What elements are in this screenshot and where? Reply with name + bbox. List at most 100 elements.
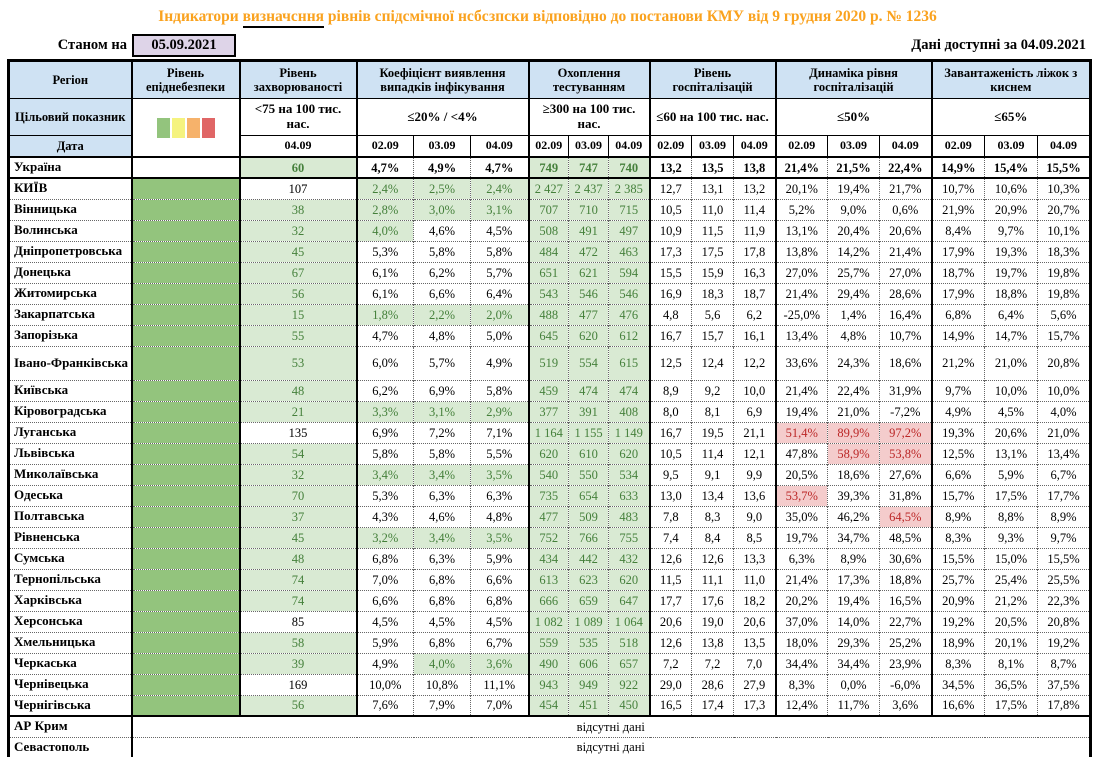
dynamics-cell: 18,8% — [879, 568, 932, 590]
hospitalization-cell: 11,0 — [691, 198, 734, 220]
testing-cell: 620 — [607, 568, 650, 590]
oxygen-beds-cell: 34,5% — [930, 673, 985, 695]
hospitalization-cell: 7,2 — [691, 652, 734, 674]
morbidity-cell: 21 — [238, 400, 357, 422]
testing-cell: 651 — [527, 261, 569, 283]
detection-coef-cell: 6,9% — [413, 379, 471, 401]
dynamics-cell: 46,2% — [827, 505, 880, 527]
detection-coef-cell: 3,1% — [413, 400, 471, 422]
oxygen-beds-cell: 8,7% — [1037, 652, 1091, 674]
hospitalization-cell: 7,4 — [648, 526, 692, 548]
column-header-hospitalization: Рівень госпіталізацій — [648, 60, 777, 99]
table-row: Івано-Франківська 53 6,0% 5,7% 4,9% 519 554 615… — [8, 345, 1091, 380]
detection-coef-cell: 4,8% — [413, 324, 471, 346]
morbidity-cell: 37 — [238, 505, 357, 527]
danger-level-cell — [130, 261, 240, 283]
detection-coef-cell: 6,8% — [413, 568, 471, 590]
testing-cell: 735 — [527, 484, 569, 506]
hospitalization-cell: 16,3 — [733, 261, 776, 283]
morbidity-cell: 56 — [238, 282, 357, 304]
hospitalization-cell: 28,6 — [691, 673, 734, 695]
column-header-morbidity: Рівень захворюваності — [238, 60, 357, 99]
data-available-label: Дані доступні за — [911, 36, 1018, 53]
region-name-cell: Харківська — [8, 589, 132, 611]
column-header-danger-level: Рівень епіднебезпеки — [130, 60, 240, 99]
title-underlined-word: визначсння — [242, 8, 325, 28]
hospitalization-cell: 17,4 — [691, 694, 734, 716]
morbidity-cell: 107 — [238, 177, 357, 199]
dynamics-cell: 20,5% — [774, 463, 828, 485]
date-cell: 02.09 — [648, 135, 693, 158]
testing-cell: 546 — [607, 282, 650, 304]
detection-coef-cell: 6,8% — [470, 589, 529, 611]
oxygen-beds-cell: 19,8% — [1037, 282, 1091, 304]
oxygen-beds-cell: 5,9% — [984, 463, 1038, 485]
hospitalization-cell: 11,5 — [691, 219, 734, 241]
dynamics-cell: 3,6% — [879, 694, 932, 716]
testing-cell: 610 — [568, 442, 609, 464]
dynamics-cell: 27,0% — [774, 261, 828, 283]
column-header-testing: Охоплення тестуванням — [527, 60, 651, 99]
morbidity-cell: 53 — [238, 345, 357, 380]
hospitalization-cell: 11,4 — [691, 442, 734, 464]
dynamics-cell: 13,4% — [774, 324, 828, 346]
dynamics-cell: 25,2% — [879, 631, 932, 653]
detection-coef-cell: 5,7% — [413, 345, 471, 380]
oxygen-beds-cell: 10,7% — [930, 177, 985, 199]
testing-cell: 434 — [527, 547, 569, 569]
hospitalization-cell: 12,6 — [691, 547, 734, 569]
danger-level-cell — [130, 694, 240, 716]
hospitalization-cell: 15,7 — [691, 324, 734, 346]
oxygen-beds-cell: 13,1% — [984, 442, 1038, 464]
dynamics-cell: 23,9% — [879, 652, 932, 674]
testing-cell: 554 — [568, 345, 609, 380]
target-beds: ≤65% — [930, 98, 1092, 136]
dynamics-cell: 6,3% — [774, 547, 828, 569]
dynamics-cell: 53,7% — [774, 484, 828, 506]
testing-cell: 620 — [527, 442, 569, 464]
detection-coef-cell: 6,1% — [355, 282, 414, 304]
dynamics-cell: 10,7% — [879, 324, 932, 346]
testing-cell: 949 — [568, 673, 609, 695]
table-row: Закарпатська 15 1,8% 2,2% 2,0% 488 477 476 4,8 5,… — [8, 303, 1091, 325]
region-name-cell: Рівненська — [8, 526, 132, 548]
testing-cell: 1 089 — [568, 610, 609, 632]
dynamics-cell: 31,8% — [879, 484, 932, 506]
detection-coef-cell: 7,9% — [413, 694, 471, 716]
detection-coef-cell: 4,5% — [413, 610, 471, 632]
oxygen-beds-cell: 13,4% — [1037, 442, 1091, 464]
detection-coef-cell: 6,4% — [470, 282, 529, 304]
testing-cell: 620 — [568, 324, 609, 346]
dynamics-cell: 29,3% — [827, 631, 880, 653]
testing-cell: 755 — [607, 526, 650, 548]
hospitalization-cell: 12,4 — [691, 345, 734, 380]
danger-level-cell — [130, 282, 240, 304]
oxygen-beds-cell: 25,4% — [984, 568, 1038, 590]
hospitalization-cell: 13,2 — [733, 177, 776, 199]
dynamics-cell: 58,9% — [827, 442, 880, 464]
detection-coef-cell: 5,8% — [470, 379, 529, 401]
danger-level-cell — [130, 526, 240, 548]
table-row: Рівненська 45 3,2% 3,4% 3,5% 752 766 755 7,4 8,4 8… — [8, 526, 1091, 548]
detection-coef-cell: 11,1% — [470, 673, 529, 695]
testing-cell: 647 — [607, 589, 650, 611]
region-name-cell: Миколаївська — [8, 463, 132, 485]
hospitalization-cell: 13,1 — [691, 177, 734, 199]
dynamics-cell: 21,0% — [827, 400, 880, 422]
oxygen-beds-cell: 16,6% — [930, 694, 985, 716]
dynamics-cell: 5,2% — [774, 198, 828, 220]
testing-cell: 606 — [568, 652, 609, 674]
data-available-date: 04.09.2021 — [1020, 36, 1086, 53]
detection-coef-cell: 4,7% — [355, 156, 414, 179]
dynamics-cell: 35,0% — [774, 505, 828, 527]
dynamics-cell: 4,8% — [827, 324, 880, 346]
testing-cell: 752 — [527, 526, 569, 548]
testing-cell: 2 385 — [607, 177, 650, 199]
dynamics-cell: 51,4% — [774, 421, 828, 443]
table-row: Одеська 70 5,3% 6,3% 6,3% 735 654 633 13,0 13,4 13… — [8, 484, 1091, 506]
hospitalization-cell: 13,4 — [691, 484, 734, 506]
dynamics-cell: 0,0% — [827, 673, 880, 695]
oxygen-beds-cell: 10,3% — [1037, 177, 1091, 199]
morbidity-cell: 169 — [238, 673, 357, 695]
detection-coef-cell: 5,0% — [470, 324, 529, 346]
